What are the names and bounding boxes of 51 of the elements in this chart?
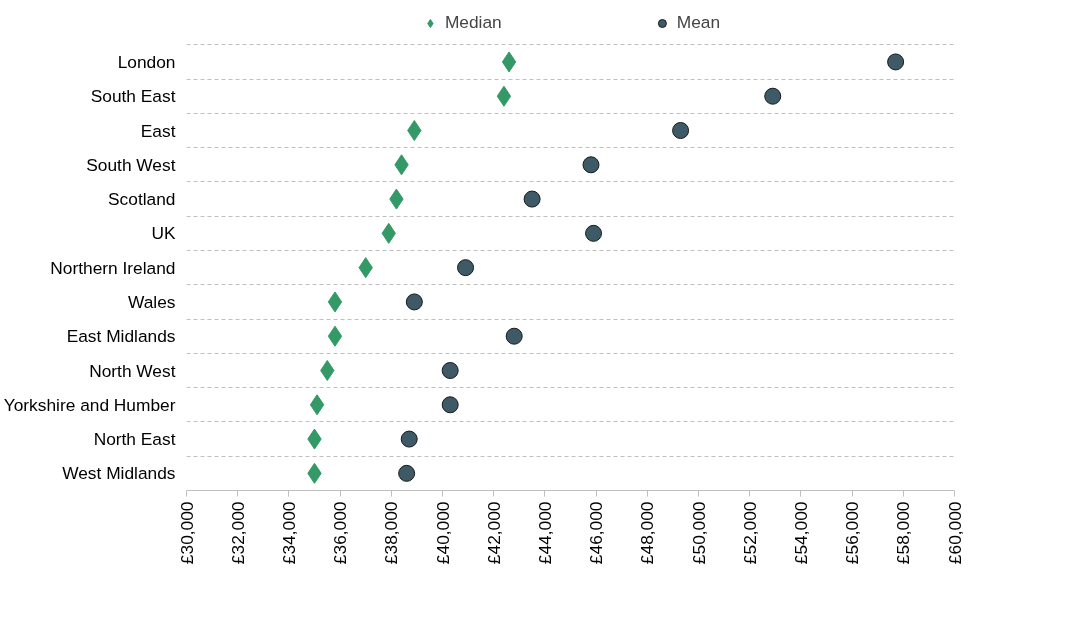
point [407,120,422,141]
x-tick-label: £56,000 [842,501,863,565]
x-tick-label: £32,000 [227,501,248,565]
x-tick-label: £40,000 [432,501,453,565]
x-tick-label: £46,000 [586,501,607,565]
y-tick-label: Yorkshire and Humber [3,394,176,415]
y-tick-label: South East [90,86,176,107]
point [327,325,343,347]
y-tick-label: East [140,120,176,141]
point [523,190,541,208]
x-tick-label: £54,000 [790,501,811,565]
y-tick-label: London [117,51,176,72]
point [501,51,517,73]
x-tick-label: £50,000 [688,501,709,565]
x-tick-label: £60,000 [944,501,965,565]
y-tick-label: East Midlands [66,326,176,347]
legend-label: Mean [676,12,721,33]
point [496,85,512,107]
x-tick-label: £30,000 [176,501,197,565]
y-tick-label: Northern Ireland [50,257,176,278]
point [457,259,475,277]
point [505,327,523,345]
point [441,362,459,379]
point [887,53,905,71]
x-tick-label: £34,000 [278,501,299,565]
point [327,291,343,313]
point [398,464,416,482]
x-tick-label: £42,000 [483,501,504,565]
y-tick-label: Wales [128,291,176,312]
y-tick-label: West Midlands [62,463,176,484]
x-tick-label: £52,000 [739,501,760,565]
point [309,394,325,416]
y-tick-label: UK [151,223,176,244]
y-tick-label: North West [89,360,176,381]
x-tick-label: £44,000 [534,501,555,565]
x-tick-label: £38,000 [381,501,402,565]
point [672,122,690,139]
point [585,224,603,242]
y-tick-label: South West [86,154,176,175]
point [441,396,459,414]
x-tick-label: £36,000 [330,501,351,565]
point [405,293,423,311]
point [320,360,335,381]
point [764,87,782,105]
y-tick-label: North East [93,429,176,450]
y-tick-label: Scotland [108,189,176,210]
point [582,156,600,174]
x-tick-label: £48,000 [637,501,658,565]
point [400,430,418,448]
legend-label: Median [444,12,502,33]
x-tick-label: £58,000 [893,501,914,565]
